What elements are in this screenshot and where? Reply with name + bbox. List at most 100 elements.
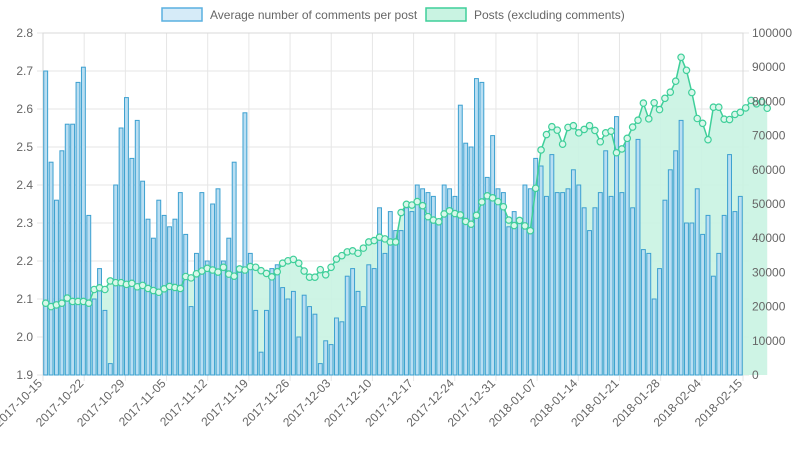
y-right-tick-label: 10000 <box>752 334 786 348</box>
posts-point <box>585 121 594 130</box>
bar <box>355 290 361 376</box>
posts-point <box>677 53 685 62</box>
y-right-tick-label: 70000 <box>752 129 786 143</box>
posts-point <box>219 263 228 272</box>
posts-point <box>241 266 249 274</box>
posts-point <box>154 288 163 297</box>
posts-point <box>628 123 637 131</box>
bar <box>667 169 673 376</box>
posts-point <box>230 272 238 280</box>
posts-point <box>176 284 185 293</box>
bar <box>188 306 194 376</box>
posts-point <box>472 211 481 220</box>
posts-point <box>338 251 346 260</box>
posts-point <box>268 273 276 281</box>
bar <box>727 154 732 376</box>
bar <box>150 237 156 376</box>
bar <box>495 188 501 376</box>
bar <box>630 207 636 376</box>
bar <box>425 192 431 376</box>
posts-point <box>418 201 427 210</box>
posts-point <box>693 114 702 123</box>
y-left-tick-label: 2.0 <box>16 330 33 344</box>
bar <box>560 192 566 376</box>
posts-point <box>397 208 405 217</box>
bar <box>247 252 253 376</box>
legend[interactable]: Average number of comments per post Post… <box>161 7 625 22</box>
bar <box>398 230 404 376</box>
bar <box>576 184 582 376</box>
bar <box>474 78 479 376</box>
posts-points <box>41 53 772 311</box>
posts-point <box>639 99 648 107</box>
bar <box>350 268 356 376</box>
bar <box>684 222 689 376</box>
bar <box>371 268 377 376</box>
posts-point <box>359 244 368 252</box>
bar <box>387 211 393 376</box>
bar <box>511 211 517 376</box>
posts-point <box>424 212 432 221</box>
legend-label-bars: Average number of comments per post <box>210 8 418 22</box>
posts-point <box>515 216 524 225</box>
y-left-tick-label: 2.4 <box>16 178 33 192</box>
legend-item-line[interactable]: Posts (excluding comments) <box>425 7 625 22</box>
legend-item-bars[interactable]: Average number of comments per post <box>161 7 418 22</box>
bar <box>253 309 259 376</box>
posts-point <box>214 268 222 276</box>
bar <box>619 192 625 376</box>
bar <box>215 188 221 376</box>
posts-point <box>300 267 308 275</box>
posts-point <box>408 201 416 209</box>
y-right-tick-label: 30000 <box>752 265 786 279</box>
bar <box>640 249 646 376</box>
bar <box>430 195 436 376</box>
posts-point <box>84 299 93 307</box>
posts-point <box>537 146 545 154</box>
y-axis-right: 0 10000 20000 30000 40000 50000 60000 70000 8000… <box>752 26 792 382</box>
bar <box>420 188 426 376</box>
bar <box>737 195 743 376</box>
bar <box>264 309 269 376</box>
posts-point <box>542 130 551 139</box>
posts-point <box>63 294 72 302</box>
posts-point <box>714 103 723 112</box>
bar <box>344 275 350 376</box>
posts-point <box>698 119 707 128</box>
posts-point <box>531 184 540 193</box>
posts-point <box>741 104 750 112</box>
posts-point <box>688 88 696 97</box>
posts-point <box>644 115 653 123</box>
posts-point <box>650 98 658 107</box>
bar <box>608 195 614 376</box>
posts-point <box>661 94 669 103</box>
y-left-tick-label: 2.3 <box>16 216 33 230</box>
bar <box>732 211 738 376</box>
bar <box>716 252 722 376</box>
bar <box>334 317 339 376</box>
bar <box>700 233 706 376</box>
posts-point <box>321 270 330 279</box>
y-axis-left: 1.9 2.0 2.1 2.2 2.3 2.4 2.5 2.6 2.7 2.8 <box>16 26 33 382</box>
legend-label-line: Posts (excluding comments) <box>474 8 625 22</box>
bar <box>48 161 54 376</box>
bar <box>124 97 129 376</box>
bar <box>544 195 549 376</box>
bar <box>129 157 135 376</box>
y-left-tick-label: 2.1 <box>16 292 33 306</box>
posts-point <box>666 88 675 96</box>
y-right-tick-label: 90000 <box>752 60 786 74</box>
y-right-tick-label: 80000 <box>752 94 786 108</box>
bar <box>500 192 506 376</box>
posts-point <box>327 263 335 272</box>
x-axis: 2017-10-152017-10-222017-10-292017-11-05… <box>0 376 745 430</box>
bar <box>533 157 539 376</box>
bar <box>603 150 609 376</box>
bar <box>107 363 113 376</box>
bar <box>360 306 366 376</box>
bar <box>312 313 318 376</box>
bar <box>118 127 124 376</box>
posts-point <box>612 148 621 157</box>
bar <box>527 188 533 376</box>
bar <box>231 161 237 376</box>
